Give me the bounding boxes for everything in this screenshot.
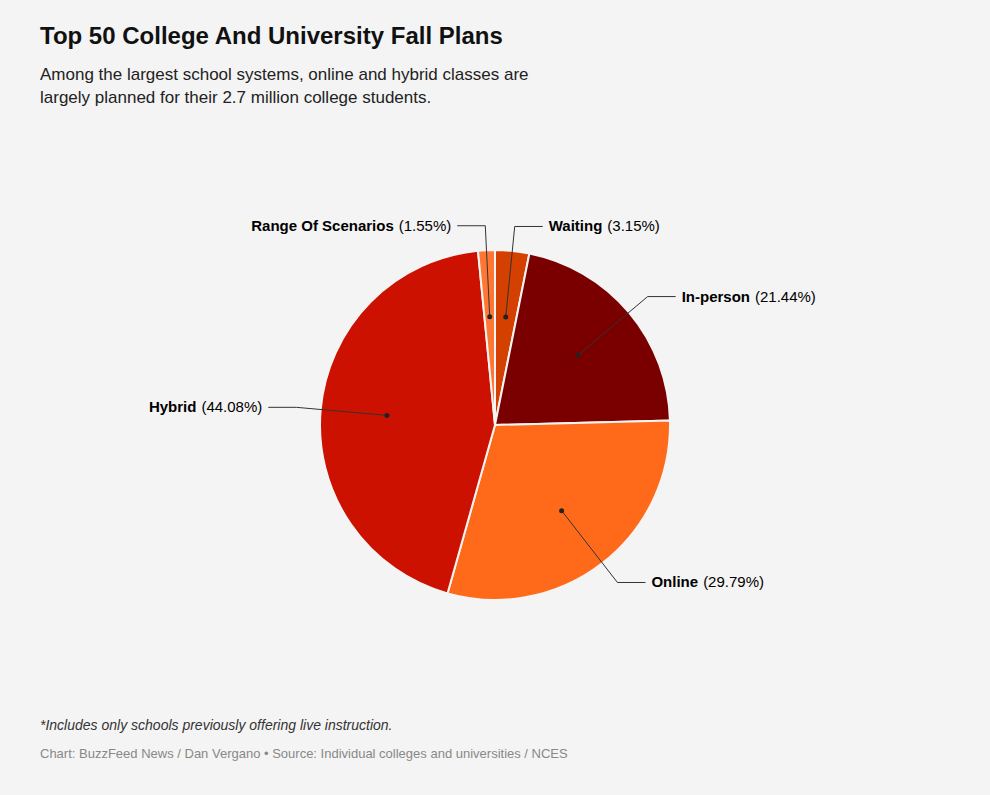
slice-value-label: (1.55%) (399, 217, 452, 234)
subtitle: Among the largest school systems, online… (40, 65, 529, 107)
pie-slice (478, 250, 495, 425)
slice-value-label: (3.15%) (607, 217, 660, 234)
slice-label: Waiting(3.15%) (549, 217, 660, 234)
leader-line (562, 511, 646, 583)
title: Top 50 College And University Fall Plans (40, 22, 503, 49)
leader-dot (503, 315, 508, 320)
chart-svg: Top 50 College And University Fall Plans… (0, 0, 990, 795)
slice-value-label: (44.08%) (201, 398, 262, 415)
subtitle-line: largely planned for their 2.7 million co… (40, 88, 431, 107)
leader-dot (576, 353, 581, 358)
slice-label: In-person (21.44%) (682, 288, 816, 305)
slice-value-label: (29.79%) (703, 573, 764, 590)
leader-dot (384, 413, 389, 418)
slice-label: Online (29.79%) (651, 573, 764, 590)
leader-line (457, 226, 489, 317)
pie-slice (495, 253, 670, 425)
leader-line (268, 407, 387, 415)
slice-labels: Waiting(3.15%) In-person (21.44%) Online (29… (149, 217, 816, 591)
slice-label: Range Of Scenarios (1.55%) (251, 217, 451, 234)
footnote: *Includes only schools previously offeri… (40, 717, 393, 733)
leader-line (578, 297, 676, 356)
slice-label: Hybrid(44.08%) (149, 398, 262, 415)
source: Chart: BuzzFeed News / Dan Vergano • Sou… (40, 746, 568, 761)
slice-category: In-person (682, 288, 750, 305)
slices (320, 250, 670, 600)
pie-slice (320, 251, 495, 594)
chart-container: Top 50 College And University Fall Plans… (0, 0, 990, 795)
slice-category: Range Of Scenarios (251, 217, 394, 234)
slice-category: Online (651, 573, 698, 590)
subtitle-line: Among the largest school systems, online… (40, 65, 529, 84)
leader-dot (487, 314, 492, 319)
slice-value-label: (21.44%) (755, 288, 816, 305)
leader-dot (559, 508, 564, 513)
leader-line (506, 226, 543, 317)
slice-category: Waiting (549, 217, 603, 234)
background (0, 0, 990, 795)
slice-category: Hybrid (149, 398, 197, 415)
